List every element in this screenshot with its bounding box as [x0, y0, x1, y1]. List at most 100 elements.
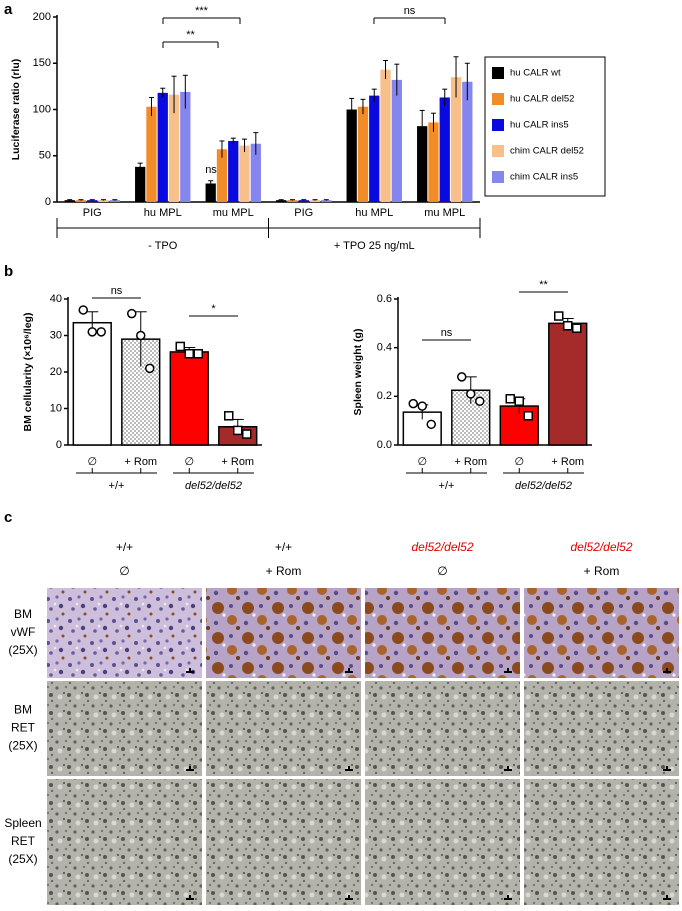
y-axis-label: Luciferase ratio (rlu) — [10, 59, 22, 161]
data-point — [475, 396, 485, 406]
bar — [346, 109, 357, 202]
data-point — [233, 425, 243, 436]
bar — [216, 149, 228, 202]
legend-label: chim CALR ins5 — [510, 172, 578, 183]
x-tick-label: hu MPL — [355, 207, 393, 219]
micrograph — [365, 681, 520, 776]
legend-swatch — [492, 119, 504, 131]
data-point — [145, 363, 155, 374]
bar — [287, 200, 298, 202]
y-tick-label: 200 — [33, 11, 51, 23]
bar — [321, 200, 332, 202]
legend-swatch — [492, 93, 504, 105]
data-point — [408, 398, 418, 409]
y-tick-label: 50 — [39, 150, 51, 162]
data-point — [426, 419, 436, 430]
micrograph — [206, 681, 361, 776]
group-label: del52/del52 — [515, 480, 572, 492]
row-label: (25X) — [8, 739, 37, 753]
row-label: (25X) — [8, 643, 37, 657]
row-label: RET — [11, 721, 36, 735]
bar — [428, 122, 439, 202]
panel-label: c — [4, 509, 12, 526]
x-tick-label: ∅ — [417, 456, 427, 468]
group-label: del52/del52 — [185, 480, 242, 492]
row-label: vWF — [11, 625, 36, 639]
legend-label: hu CALR del52 — [510, 94, 574, 105]
bar — [298, 200, 309, 202]
legend-swatch — [492, 67, 504, 79]
bar — [72, 321, 112, 446]
legend-swatch — [492, 171, 504, 183]
significance-label: ** — [539, 279, 548, 291]
data-point — [96, 327, 106, 337]
bar — [64, 200, 75, 202]
y-tick-label: 0.6 — [377, 293, 392, 305]
bar — [228, 140, 239, 202]
y-tick-label: 40 — [50, 293, 62, 305]
group-label: - TPO — [148, 240, 178, 252]
x-tick-label: mu MPL — [424, 207, 465, 219]
y-tick-label: 0.4 — [377, 342, 392, 354]
y-tick-label: 10 — [50, 402, 62, 414]
group-label: +/+ — [109, 480, 125, 492]
legend-swatch — [492, 145, 504, 157]
data-point — [523, 411, 533, 421]
significance-label: * — [211, 303, 216, 315]
x-tick-label: hu MPL — [144, 207, 182, 219]
micrograph — [47, 681, 202, 776]
data-point — [127, 308, 137, 319]
significance-label: ns — [111, 285, 123, 297]
bar — [417, 126, 428, 202]
x-tick-label: + Rom — [551, 456, 584, 468]
y-tick-label: 30 — [50, 329, 62, 341]
column-treatment: + Rom — [266, 564, 302, 578]
micrograph — [206, 588, 361, 678]
group-label: +/+ — [439, 480, 455, 492]
data-point — [175, 341, 185, 352]
column-treatment: ∅ — [437, 564, 447, 578]
micrograph — [365, 588, 520, 678]
y-tick-label: 0.2 — [377, 390, 392, 402]
legend-box — [484, 56, 606, 197]
row-label: BM — [14, 703, 32, 717]
bar — [380, 69, 391, 202]
x-tick-label: mu MPL — [213, 207, 254, 219]
bar — [450, 77, 462, 202]
bar — [276, 200, 287, 202]
column-genotype: +/+ — [116, 540, 133, 554]
row-label: (25X) — [8, 852, 37, 866]
x-tick-label: PIG — [83, 207, 102, 219]
y-tick-label: 20 — [50, 366, 62, 378]
group-label: + TPO 25 ng/mL — [334, 240, 415, 252]
micrograph — [365, 779, 520, 905]
bar — [309, 200, 321, 202]
significance-label: ns — [404, 5, 416, 17]
x-tick-label: PIG — [294, 207, 313, 219]
bar — [180, 91, 191, 202]
micrograph — [47, 779, 202, 905]
micrograph — [47, 588, 202, 678]
bar — [168, 94, 180, 202]
bar — [135, 166, 146, 202]
x-tick-label: + Rom — [221, 456, 254, 468]
data-point — [242, 429, 252, 439]
bar — [146, 106, 157, 202]
micrograph — [524, 779, 679, 905]
column-genotype: +/+ — [275, 540, 292, 554]
legend-label: hu CALR ins5 — [510, 120, 569, 131]
micrograph — [206, 779, 361, 905]
legend-label: hu CALR wt — [510, 68, 561, 79]
data-point — [87, 327, 97, 337]
significance-label: ns — [441, 327, 453, 339]
data-point — [554, 311, 564, 321]
y-tick-label: 100 — [33, 103, 51, 115]
y-tick-label: 0.0 — [377, 439, 392, 451]
panel-label: b — [4, 263, 13, 280]
significance-label: ns — [205, 164, 217, 176]
legend-label: chim CALR del52 — [510, 146, 584, 157]
column-treatment: + Rom — [584, 564, 620, 578]
bar — [239, 145, 250, 202]
bar — [439, 97, 450, 202]
